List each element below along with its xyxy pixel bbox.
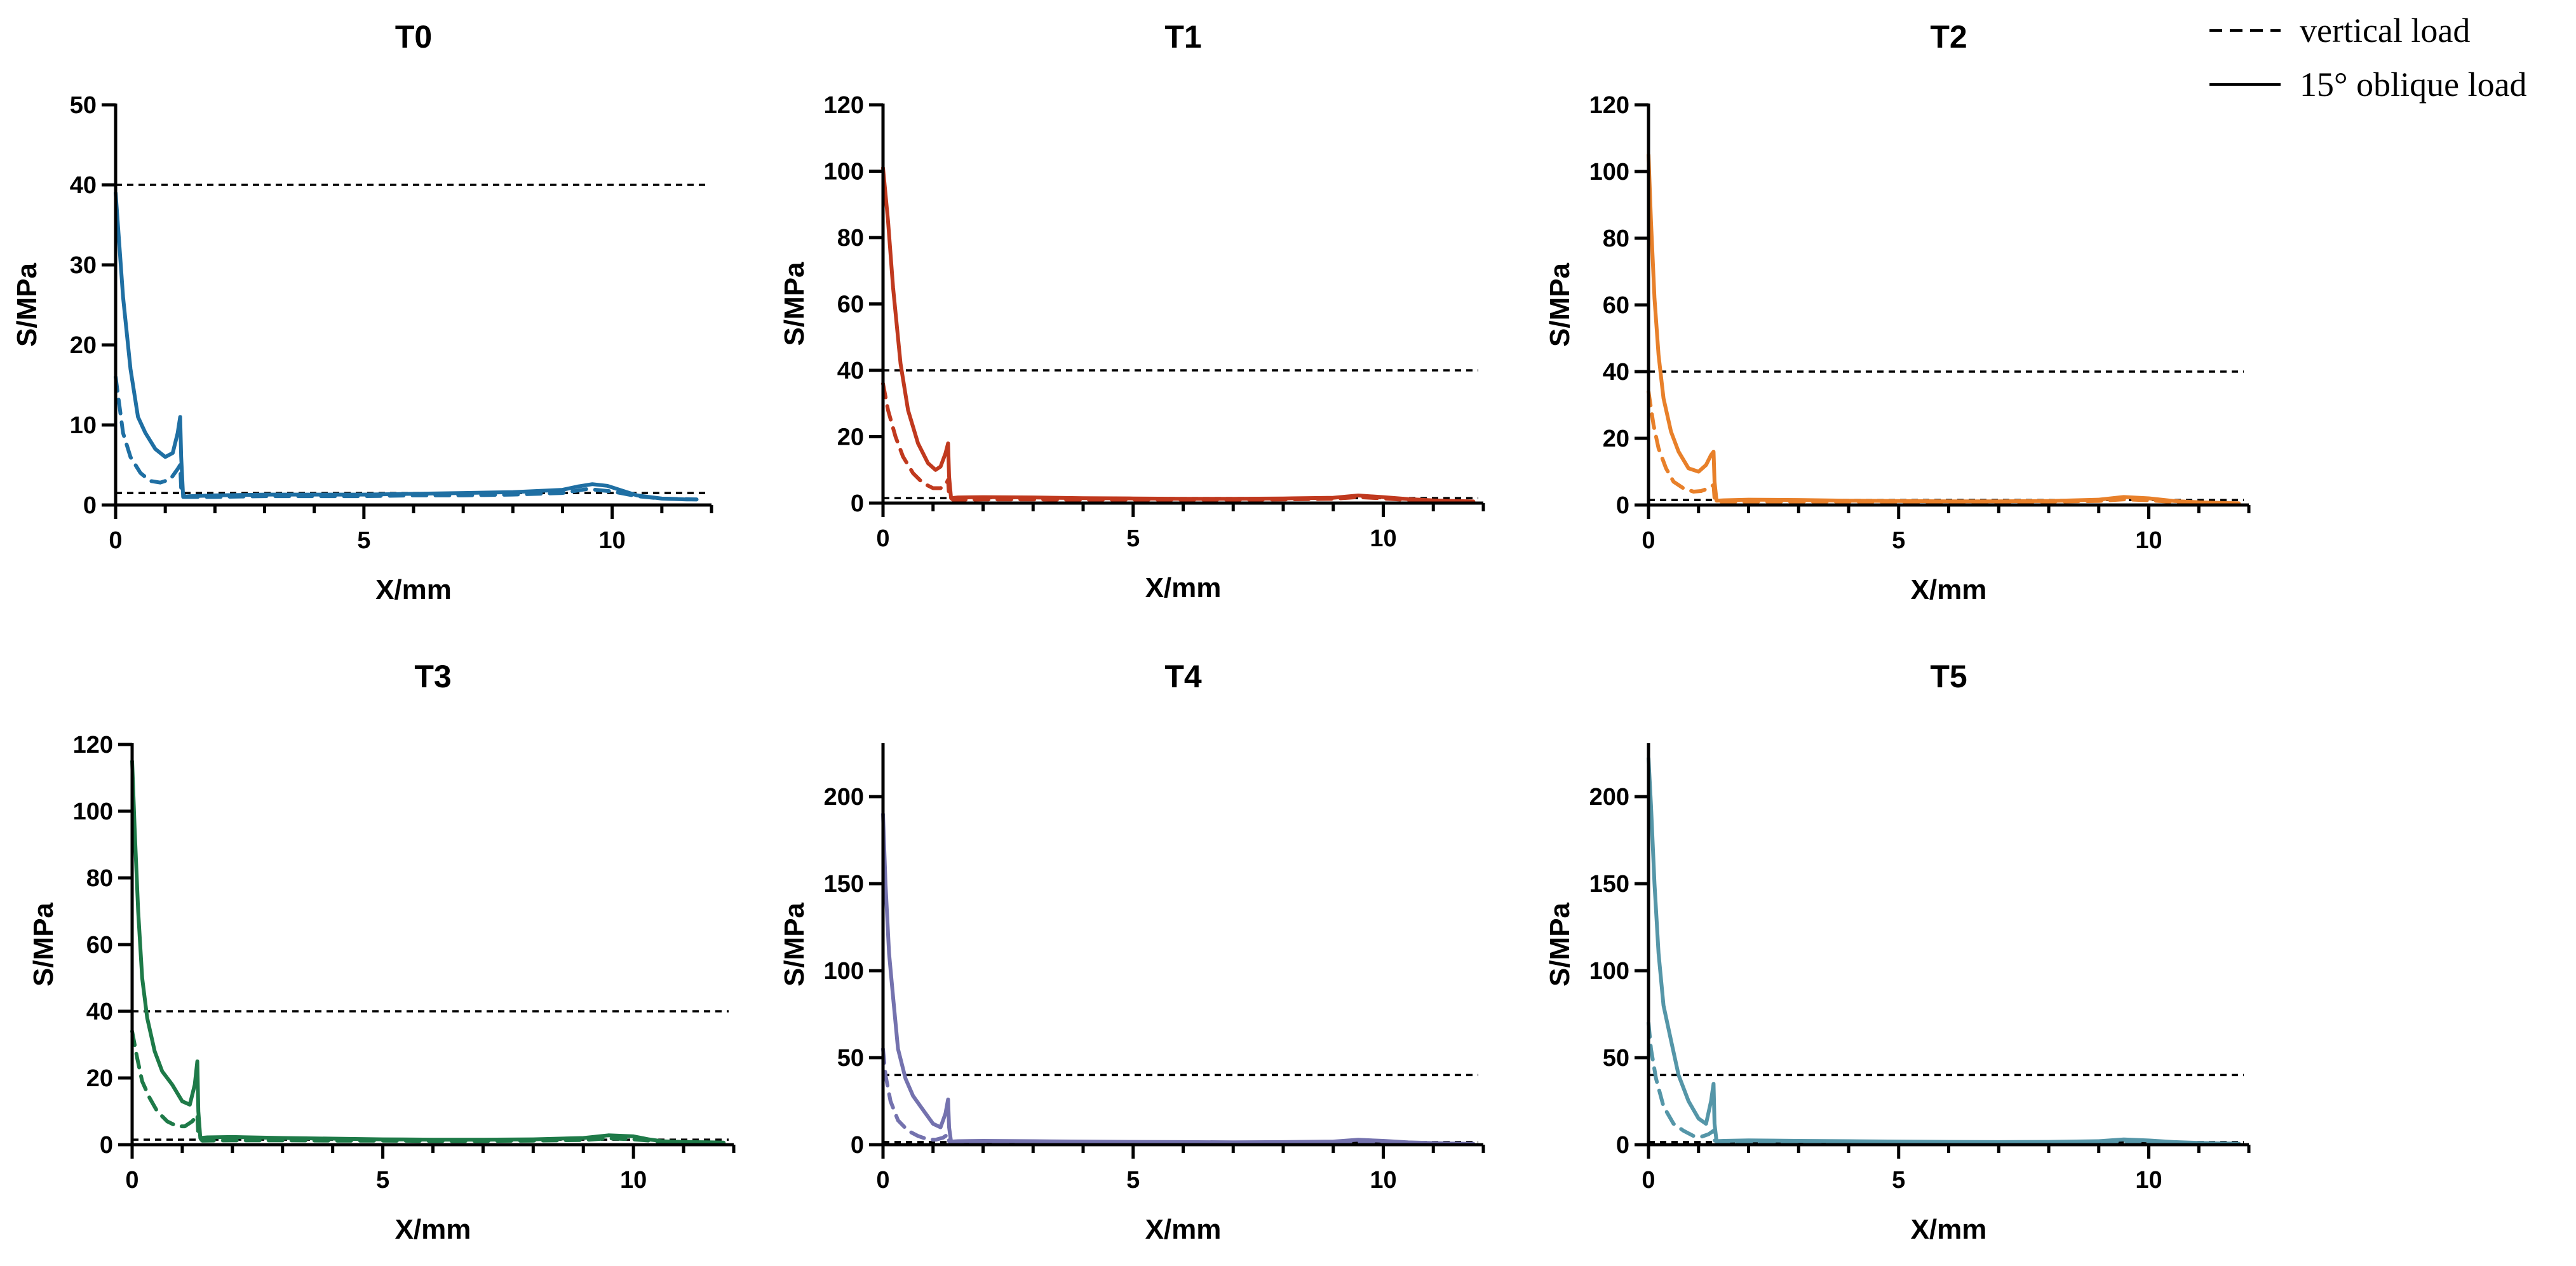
x-tick-label: 10 [620, 1167, 647, 1194]
y-tick-label: 50 [837, 1045, 864, 1072]
x-tick-label: 5 [1126, 1167, 1140, 1194]
y-tick-label: 150 [824, 871, 864, 898]
panel-title: T3 [414, 659, 451, 694]
x-tick-label: 10 [599, 527, 626, 554]
y-tick-label: 100 [73, 798, 113, 825]
x-tick-label: 5 [1892, 1167, 1905, 1194]
y-tick-label: 150 [1589, 871, 1629, 898]
y-tick-label: 50 [70, 92, 97, 119]
y-tick-label: 60 [86, 932, 113, 959]
panel-title: T5 [1930, 659, 1967, 694]
oblique-load-line [130, 759, 726, 1145]
y-tick-label: 0 [100, 1132, 113, 1159]
x-axis-label: X/mm [375, 574, 452, 605]
y-axis-label: S/MPa [779, 262, 810, 346]
vertical-load-line [881, 381, 1476, 504]
oblique-load-line [1647, 756, 2241, 1146]
oblique-load-line [114, 191, 699, 502]
legend-label-oblique-load: 15° oblique load [2300, 65, 2527, 104]
x-axis-label: X/mm [1145, 1214, 1222, 1245]
x-tick-label: 10 [1370, 1167, 1396, 1194]
oblique-load-line [881, 166, 1476, 504]
y-tick-label: 10 [70, 412, 97, 439]
y-tick-label: 100 [824, 958, 864, 985]
y-tick-label: 40 [1603, 359, 1629, 386]
y-tick-label: 120 [1589, 92, 1629, 119]
y-tick-label: 40 [70, 172, 97, 199]
x-tick-label: 10 [2135, 1167, 2162, 1194]
panel-title: T2 [1930, 19, 1967, 55]
x-tick-label: 10 [2135, 527, 2162, 554]
x-tick-label: 0 [109, 527, 122, 554]
y-axis-label: S/MPa [28, 902, 59, 987]
x-tick-label: 5 [1892, 527, 1905, 554]
vertical-load-line [114, 375, 699, 502]
y-tick-label: 30 [70, 252, 97, 279]
y-tick-label: 80 [86, 865, 113, 892]
y-tick-label: 0 [1616, 1132, 1629, 1159]
y-tick-label: 100 [824, 159, 864, 185]
chart-panel-t2: T2 0 20 40 60 80 100 120 0 5 10 X/mm S/MPa [1544, 19, 2251, 605]
legend: vertical load 15° oblique load [2209, 11, 2527, 104]
chart-panel-t5: T5 0 50 100 150 200 0 5 10 X/mm S/MPa [1544, 659, 2251, 1245]
y-tick-label: 100 [1589, 159, 1629, 185]
x-tick-label: 0 [125, 1167, 138, 1194]
y-tick-label: 40 [86, 999, 113, 1025]
y-tick-label: 120 [824, 92, 864, 119]
y-tick-label: 200 [824, 784, 864, 811]
oblique-load-line [881, 812, 1476, 1146]
y-axis-label: S/MPa [779, 902, 810, 987]
panel-title: T0 [395, 19, 432, 55]
panel-title: T1 [1164, 19, 1201, 55]
y-tick-label: 120 [73, 732, 113, 758]
vertical-load-line [881, 1047, 1476, 1146]
y-tick-label: 20 [70, 332, 97, 359]
x-axis-label: X/mm [1911, 1214, 1987, 1245]
x-tick-label: 0 [1642, 527, 1655, 554]
y-tick-label: 50 [1603, 1045, 1629, 1072]
x-axis-label: X/mm [1145, 572, 1222, 603]
y-tick-label: 100 [1589, 958, 1629, 985]
x-tick-label: 10 [1370, 525, 1396, 552]
x-tick-label: 5 [357, 527, 370, 554]
y-tick-label: 80 [837, 225, 864, 252]
vertical-load-line [1647, 389, 2241, 506]
x-axis-label: X/mm [1911, 574, 1987, 605]
y-axis-label: S/MPa [1544, 262, 1575, 347]
legend-label-vertical-load: vertical load [2300, 11, 2470, 50]
y-tick-label: 0 [1616, 492, 1629, 519]
y-axis-label: S/MPa [11, 262, 43, 347]
x-tick-label: 0 [876, 1167, 889, 1194]
y-tick-label: 80 [1603, 226, 1629, 252]
y-tick-label: 0 [83, 492, 97, 519]
vertical-load-line [130, 1029, 726, 1145]
vertical-load-line [1647, 1021, 2241, 1146]
chart-panel-t3: T3 0 20 40 60 80 100 120 0 5 10 X/mm S/MPa [28, 659, 736, 1245]
y-tick-label: 0 [851, 1132, 864, 1159]
y-tick-label: 20 [837, 424, 864, 451]
chart-panel-t0: T0 0 10 20 30 40 50 0 5 10 X/mm S/MPa [11, 19, 713, 605]
chart-panel-t1: T1 0 20 40 60 80 100 120 0 5 10 X/mm S/MPa [779, 19, 1485, 603]
x-axis-label: X/mm [395, 1214, 471, 1245]
x-tick-label: 0 [1642, 1167, 1655, 1194]
y-tick-label: 40 [837, 358, 864, 384]
y-tick-label: 0 [851, 490, 864, 517]
x-tick-label: 5 [376, 1167, 389, 1194]
oblique-load-line [1647, 152, 2241, 506]
y-tick-label: 200 [1589, 784, 1629, 811]
y-tick-label: 20 [1603, 426, 1629, 452]
y-tick-label: 20 [86, 1065, 113, 1092]
y-tick-label: 60 [837, 292, 864, 318]
panel-title: T4 [1164, 659, 1202, 694]
y-axis-label: S/MPa [1544, 902, 1575, 987]
y-tick-label: 60 [1603, 292, 1629, 319]
x-tick-label: 0 [876, 525, 889, 552]
x-tick-label: 5 [1126, 525, 1140, 552]
chart-panel-t4: T4 0 50 100 150 200 0 5 10 X/mm S/MPa [779, 659, 1485, 1245]
